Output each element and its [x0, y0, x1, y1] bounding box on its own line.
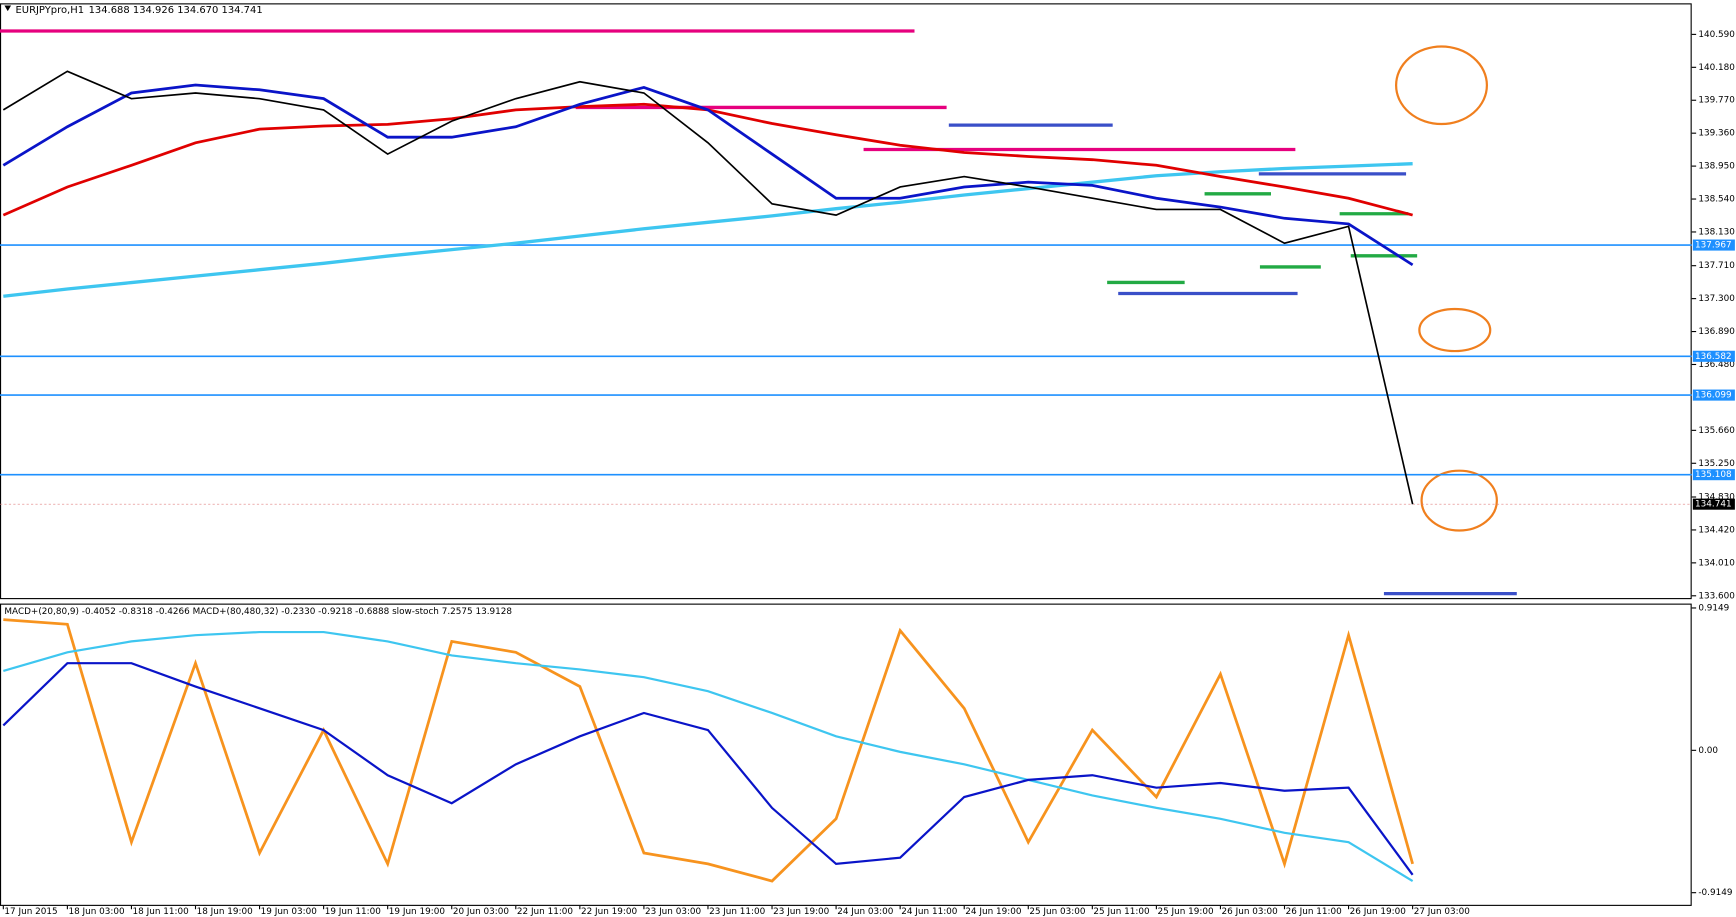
- y-tick-label: 136.480: [1698, 360, 1735, 370]
- price-label: 134.741: [1695, 500, 1732, 510]
- menu-arrow: [4, 5, 12, 12]
- x-tick-label: 19 Jun 03:00: [261, 907, 318, 917]
- x-tick-label: 20 Jun 03:00: [453, 907, 510, 917]
- series-line: [2, 662, 1414, 876]
- x-tick-label: 24 Jun 03:00: [837, 907, 894, 917]
- series-line: [2, 102, 1413, 217]
- x-tick-label: 26 Jun 03:00: [1222, 907, 1279, 917]
- series-line: [3, 630, 1414, 882]
- x-tick-label: 18 Jun 03:00: [68, 907, 125, 917]
- x-tick-label: 25 Jun 19:00: [1157, 907, 1214, 917]
- y-tick-label: 136.890: [1698, 327, 1735, 337]
- y-tick-label: 140.180: [1698, 63, 1735, 73]
- x-tick-label: 19 Jun 11:00: [325, 907, 382, 917]
- highlight-circle: [1420, 469, 1498, 532]
- x-tick-label: 22 Jun 19:00: [581, 907, 638, 917]
- price-label: 136.582: [1695, 352, 1732, 362]
- y-tick-label: 138.950: [1698, 162, 1735, 172]
- x-tick-label: 24 Jun 11:00: [901, 907, 958, 917]
- x-tick-label: 27 Jun 03:00: [1414, 907, 1471, 917]
- y-tick-label: 137.710: [1698, 261, 1735, 271]
- highlight-circle: [1418, 307, 1492, 353]
- series-line: [3, 162, 1413, 298]
- x-tick-label: 25 Jun 11:00: [1093, 907, 1150, 917]
- y-tick-label: 137.300: [1698, 294, 1735, 304]
- x-tick-label: 23 Jun 19:00: [773, 907, 830, 917]
- x-tick-label: 26 Jun 19:00: [1350, 907, 1407, 917]
- x-tick-label: 26 Jun 11:00: [1286, 907, 1343, 917]
- y-tick-label: 133.600: [1698, 591, 1735, 601]
- highlights: [1395, 45, 1498, 532]
- y-tick-label: 0.00: [1698, 746, 1718, 756]
- y-tick-label: -0.9149: [1698, 888, 1732, 898]
- drawn-lines: [0, 29, 1517, 596]
- x-tick-label: 17 Jun 2015: [4, 907, 57, 917]
- price-panel: [0, 3, 1692, 600]
- price-label-box: [1692, 389, 1735, 401]
- ohlc: 134.688 134.926 134.670 134.741: [89, 5, 263, 16]
- y-tick-label: 138.540: [1698, 195, 1735, 205]
- y-tick-label: 138.130: [1698, 227, 1735, 237]
- price-label-box: [1692, 498, 1735, 510]
- series-line: [2, 83, 1414, 267]
- x-tick-label: 18 Jun 11:00: [133, 907, 190, 917]
- y-tick-label: 134.420: [1698, 525, 1735, 535]
- indicator-panel: [0, 603, 1692, 906]
- y-tick-label: 134.830: [1698, 493, 1735, 503]
- symbol-title: EURJPYpro,H1: [16, 5, 85, 16]
- x-tick-label: 24 Jun 19:00: [965, 907, 1022, 917]
- y-tick-label: 135.660: [1698, 426, 1735, 436]
- indicator-title: MACD+(20,80,9) -0.4052 -0.8318 -0.4266 M…: [4, 607, 512, 617]
- series-line: [2, 70, 1414, 505]
- y-tick-label: 0.9149: [1698, 603, 1729, 613]
- x-tick-label: 22 Jun 11:00: [517, 907, 574, 917]
- y-tick-label: 134.010: [1698, 558, 1735, 568]
- y-tick-label: 139.770: [1698, 96, 1735, 106]
- y-tick-label: 140.590: [1698, 30, 1735, 40]
- highlight-circle: [1395, 45, 1488, 126]
- y-tick-label: 135.250: [1698, 459, 1735, 469]
- price-label: 136.099: [1695, 391, 1732, 401]
- x-tick-label: 25 Jun 03:00: [1029, 907, 1086, 917]
- plot: 17 Jun 2015 18 Jun 03:00 18 Jun 11:00 18 Ju…: [0, 30, 1735, 917]
- price-label-box: [1692, 239, 1735, 251]
- x-tick-label: 18 Jun 19:00: [197, 907, 254, 917]
- series-line: [3, 618, 1414, 883]
- x-tick-label: 23 Jun 11:00: [709, 907, 766, 917]
- y-tick-label: 139.360: [1698, 129, 1735, 139]
- price-label: 137.967: [1695, 241, 1732, 251]
- x-tick-label: 23 Jun 03:00: [645, 907, 702, 917]
- x-tick-label: 19 Jun 19:00: [389, 907, 446, 917]
- price-label-box: [1692, 469, 1735, 481]
- price-label: 135.108: [1695, 470, 1732, 480]
- price-label-box: [1692, 350, 1735, 362]
